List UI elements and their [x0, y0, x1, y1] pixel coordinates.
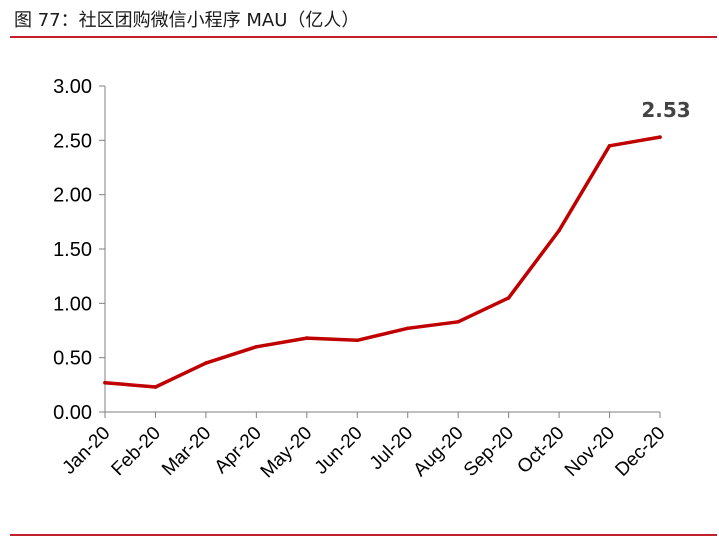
data-label: 2.53 [641, 98, 690, 122]
y-tick-label: 1.50 [53, 239, 92, 261]
data-point [607, 143, 612, 148]
series-line [103, 135, 662, 389]
x-tick-label: Oct-20 [513, 423, 568, 478]
x-tick-label: Dec-20 [611, 423, 669, 481]
data-point [103, 380, 107, 385]
y-tick-label: 2.00 [53, 185, 92, 207]
y-tick-label: 3.00 [53, 76, 92, 98]
data-label-group: 2.53 [641, 98, 690, 122]
data-point [658, 135, 662, 139]
x-tick-label: May-20 [257, 423, 317, 483]
y-axis: 0.00 0.50 1.00 1.50 2.00 2.50 3.00 [53, 76, 106, 424]
data-point [254, 345, 259, 349]
data-point [456, 320, 460, 324]
y-tick-label: 2.50 [53, 130, 92, 152]
x-tick-label: Sep-20 [460, 423, 518, 481]
top-divider [10, 36, 717, 38]
series-group [103, 135, 662, 389]
x-tick-label: Mar-20 [158, 423, 215, 480]
chart-title: 图 77：社区团购微信小程序 MAU（亿人） [14, 10, 360, 31]
y-tick-label: 0.00 [53, 402, 92, 424]
x-tick-label: Feb-20 [108, 423, 165, 480]
y-tick-label: 1.00 [53, 293, 92, 315]
x-tick-label: Aug-20 [410, 423, 468, 481]
data-point [204, 361, 208, 365]
y-tick-label: 0.50 [53, 348, 92, 370]
data-point [405, 326, 410, 331]
x-tick-label: Jun-20 [311, 423, 367, 479]
x-tick-label: Jan-20 [59, 423, 115, 479]
data-point [557, 228, 561, 233]
data-point [355, 338, 360, 343]
data-point [506, 296, 511, 300]
data-point [153, 385, 158, 389]
bottom-divider [10, 534, 717, 536]
data-point [305, 336, 309, 340]
x-tick-label: Nov-20 [561, 423, 619, 481]
